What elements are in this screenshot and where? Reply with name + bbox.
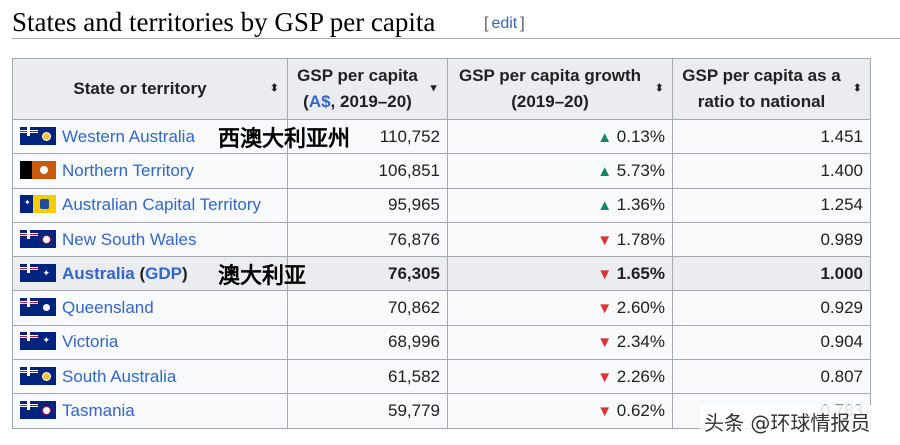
ratio-cell: 1.254	[672, 187, 871, 223]
flag-queensland-icon	[20, 298, 56, 317]
currency-link[interactable]: A$	[308, 92, 331, 111]
state-link[interactable]: South Australia	[62, 366, 177, 386]
edit-bracket-close: ]	[520, 15, 525, 32]
gsp-cell: 59,779	[287, 393, 448, 429]
growth-cell: ▼ 2.26%	[447, 359, 673, 395]
arrow-down-icon: ▼	[597, 300, 613, 318]
section-title: States and territories by GSP per capita	[12, 7, 436, 37]
gdp-link[interactable]: GDP	[145, 263, 182, 283]
table-row: ✦ Victoria 68,996 ▼ 2.34% 0.904	[12, 324, 871, 361]
ratio-cell: 0.929	[672, 290, 871, 326]
flag-northern-territory-icon	[20, 160, 56, 179]
state-link[interactable]: Queensland	[62, 298, 154, 318]
growth-cell: ▼ 1.65%	[447, 256, 673, 292]
sort-icon[interactable]: ⬍	[852, 82, 862, 95]
section-heading: States and territories by GSP per capita…	[12, 4, 900, 39]
arrow-down-icon: ▼	[597, 334, 613, 352]
edit-section: [edit]	[484, 15, 525, 33]
state-cell: Western Australia	[12, 118, 288, 155]
watermark: 头条 @环球情报员	[700, 405, 875, 438]
ratio-cell: 1.400	[672, 153, 871, 189]
table-row: New South Wales 76,876 ▼ 1.78% 0.989	[12, 221, 871, 258]
growth-cell: ▼ 0.62%	[447, 393, 673, 429]
gsp-cell: 106,851	[287, 153, 448, 189]
state-link[interactable]: New South Wales	[62, 229, 197, 249]
state-cell: ✦ Australian Capital Territory	[12, 187, 288, 223]
table-row: South Australia 61,582 ▼ 2.26% 0.807	[12, 359, 871, 395]
sort-icon[interactable]: ⬍	[654, 82, 664, 95]
ratio-cell: 0.904	[672, 324, 871, 361]
arrow-down-icon: ▼	[597, 265, 613, 283]
state-cell: ✦ Australia (GDP)	[12, 256, 288, 292]
arrow-up-icon: ▲	[597, 128, 613, 146]
edit-bracket-open: [	[484, 15, 489, 32]
flag-victoria-icon: ✦	[20, 332, 56, 351]
annotation-western-australia: 西澳大利亚州	[218, 127, 351, 152]
col-header-ratio-line1: GSP per capita as a	[682, 66, 841, 85]
table-row: Queensland 70,862 ▼ 2.60% 0.929	[12, 290, 871, 326]
state-cell: Tasmania	[12, 393, 288, 429]
flag-western-australia-icon	[20, 126, 56, 145]
gsp-cell: 110,752	[287, 118, 448, 155]
annotation-australia: 澳大利亚	[218, 264, 307, 289]
ratio-cell: 1.000	[672, 256, 871, 292]
state-link[interactable]: Australian Capital Territory	[62, 195, 262, 215]
growth-cell: ▲ 0.13%	[447, 118, 673, 155]
growth-cell: ▲ 1.36%	[447, 187, 673, 223]
gsp-cell: 61,582	[287, 359, 448, 395]
arrow-down-icon: ▼	[597, 368, 613, 386]
edit-link[interactable]: edit	[491, 15, 518, 32]
state-cell: ✦ Victoria	[12, 324, 288, 361]
gsp-cell: 76,305	[287, 256, 448, 292]
sort-desc-icon[interactable]: ▼	[428, 82, 439, 95]
state-cell: Queensland	[12, 290, 288, 326]
arrow-up-icon: ▲	[597, 162, 613, 180]
growth-cell: ▲ 5.73%	[447, 153, 673, 189]
country-link[interactable]: Australia	[62, 263, 135, 283]
table-row: Western Australia 110,752 ▲ 0.13% 1.451	[12, 118, 871, 155]
ratio-cell: 0.807	[672, 359, 871, 395]
ratio-cell: 0.989	[672, 221, 871, 258]
arrow-down-icon: ▼	[597, 231, 613, 249]
table-header-row: State or territory ⬍ GSP per capita (A$,…	[12, 58, 871, 120]
state-link[interactable]: Northern Territory	[62, 160, 194, 180]
gsp-cell: 68,996	[287, 324, 448, 361]
flag-australian-capital-territory-icon: ✦	[20, 195, 56, 214]
col-header-gsp-line1: GSP per capita	[297, 66, 418, 85]
col-header-growth-line1: GSP per capita growth	[458, 66, 641, 85]
state-cell: Northern Territory	[12, 153, 288, 189]
sort-icon[interactable]: ⬍	[269, 82, 279, 95]
table-row: ✦ Australian Capital Territory 95,965 ▲ 1…	[12, 187, 871, 223]
col-header-growth-line2: (2019–20)	[511, 92, 589, 111]
flag-south-australia-icon	[20, 366, 56, 385]
col-header-state-label: State or territory	[73, 79, 207, 98]
col-header-ratio-line2: ratio to national	[697, 92, 826, 111]
col-header-growth[interactable]: GSP per capita growth (2019–20) ⬍	[447, 58, 673, 120]
flag-australia-icon: ✦	[20, 263, 56, 282]
flag-new-south-wales-icon	[20, 229, 56, 248]
arrow-up-icon: ▲	[597, 197, 613, 215]
col-header-gsp[interactable]: GSP per capita (A$, 2019–20) ▼	[287, 58, 448, 120]
gsp-cell: 76,876	[287, 221, 448, 258]
gsp-cell: 70,862	[287, 290, 448, 326]
table-row: Northern Territory 106,851 ▲ 5.73% 1.400	[12, 153, 871, 189]
state-link[interactable]: Tasmania	[62, 401, 135, 421]
gsp-cell: 95,965	[287, 187, 448, 223]
state-cell: New South Wales	[12, 221, 288, 258]
col-header-state[interactable]: State or territory ⬍	[12, 58, 288, 120]
growth-cell: ▼ 2.34%	[447, 324, 673, 361]
flag-tasmania-icon	[20, 401, 56, 420]
table-row-national: ✦ Australia (GDP) 76,305 ▼ 1.65% 1.000	[12, 256, 871, 292]
gsp-table: State or territory ⬍ GSP per capita (A$,…	[12, 58, 871, 429]
state-link[interactable]: Western Australia	[62, 126, 195, 146]
col-header-ratio[interactable]: GSP per capita as a ratio to national ⬍	[672, 58, 871, 120]
state-cell: South Australia	[12, 359, 288, 395]
arrow-down-icon: ▼	[597, 403, 613, 421]
growth-cell: ▼ 2.60%	[447, 290, 673, 326]
growth-cell: ▼ 1.78%	[447, 221, 673, 258]
state-link[interactable]: Victoria	[62, 332, 119, 352]
ratio-cell: 1.451	[672, 118, 871, 155]
